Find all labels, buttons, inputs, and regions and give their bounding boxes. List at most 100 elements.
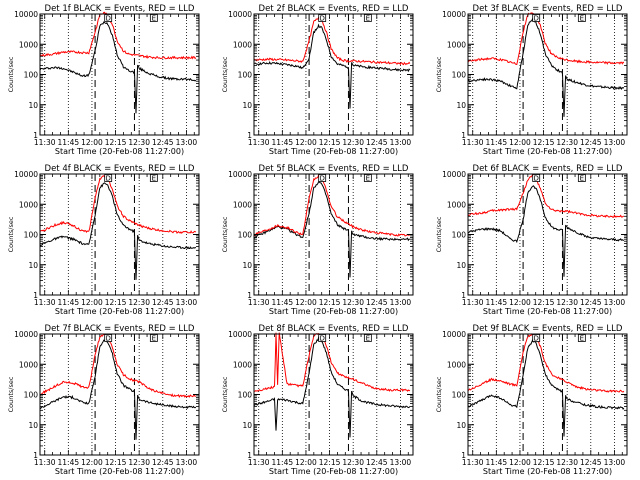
flag-e-label: E — [152, 15, 156, 23]
panel-7: 1 10 100 1000 10000 11:30 11:45 12:00 12:15 12:30… — [7, 324, 200, 476]
series-lld — [254, 332, 411, 392]
flag-box — [363, 14, 372, 22]
x-tick-label: 13:00 — [390, 138, 412, 147]
y-tick-label: 10 — [28, 101, 38, 110]
x-tick-label: 12:00 — [295, 138, 317, 147]
y-tick-label: 1 — [247, 291, 252, 300]
y-axis-label: Counts/sec — [435, 216, 443, 252]
y-tick-label: 100 — [24, 71, 39, 80]
series-lld — [467, 12, 625, 66]
axes-frame — [39, 173, 200, 296]
series-lld — [253, 174, 411, 237]
x-tick-label: 11:30 — [34, 138, 56, 147]
y-tick-label: 10 — [242, 101, 252, 110]
flag-e-label: E — [152, 335, 156, 343]
y-tick-label: 10000 — [442, 10, 466, 19]
flag-box — [318, 174, 327, 182]
flag-box — [104, 334, 113, 342]
flag-box — [318, 334, 327, 342]
y-axis-label: Counts/sec — [435, 56, 443, 92]
series-lld — [39, 333, 197, 398]
y-tick-label: 10000 — [14, 170, 38, 179]
series-events — [467, 17, 625, 117]
x-tick-label: 11:30 — [248, 138, 270, 147]
axes-frame — [467, 173, 628, 296]
y-tick-label: 1000 — [447, 360, 466, 369]
y-tick-label: 100 — [24, 391, 39, 400]
y-tick-label: 100 — [452, 231, 467, 240]
axes-frame — [253, 333, 414, 456]
y-tick-label: 10000 — [14, 10, 38, 19]
x-axis-label: Start Time (20-Feb-08 11:27:00) — [55, 467, 184, 476]
y-tick-label: 1000 — [233, 200, 252, 209]
series-events — [253, 336, 411, 438]
series-events — [39, 182, 197, 280]
x-tick-label: 12:45 — [152, 138, 174, 147]
y-tick-label: 100 — [452, 71, 467, 80]
y-tick-label: 10 — [242, 421, 252, 430]
x-tick-label: 12:00 — [295, 458, 317, 467]
x-tick-label: 11:30 — [248, 458, 270, 467]
x-tick-label: 11:45 — [486, 298, 508, 307]
x-axis-label: Start Time (20-Feb-08 11:27:00) — [55, 307, 184, 316]
x-tick-label: 12:30 — [556, 298, 578, 307]
x-tick-label: 11:30 — [462, 458, 484, 467]
flag-e-label: E — [366, 335, 370, 343]
panel-9: 1 10 100 1000 10000 11:30 11:45 12:00 12:15 12:30… — [435, 324, 628, 476]
flag-d-label: D — [105, 175, 110, 183]
series-events — [253, 23, 411, 109]
y-tick-label: 10000 — [228, 170, 252, 179]
y-tick-label: 1 — [461, 451, 466, 460]
x-tick-label: 12:45 — [580, 138, 602, 147]
y-axis-label: Counts/sec — [435, 376, 443, 412]
y-axis-label: Counts/sec — [7, 376, 15, 412]
flag-box — [363, 334, 372, 342]
series-lld — [467, 333, 625, 393]
y-tick-label: 1000 — [233, 40, 252, 49]
y-axis-label: Counts/sec — [7, 56, 15, 92]
flag-d-label: D — [105, 335, 110, 343]
x-tick-label: 11:45 — [272, 138, 294, 147]
y-tick-label: 100 — [238, 231, 253, 240]
x-tick-label: 11:45 — [486, 458, 508, 467]
flag-d-label: D — [533, 175, 538, 183]
series-events — [39, 21, 197, 114]
x-tick-label: 12:30 — [342, 298, 364, 307]
y-tick-label: 1 — [461, 291, 466, 300]
series-lld — [39, 175, 197, 234]
panel-5: 1 10 100 1000 10000 11:30 11:45 12:00 12:15 12:30… — [221, 164, 414, 316]
flag-box — [577, 14, 586, 22]
series-events — [467, 339, 625, 437]
x-tick-label: 13:00 — [390, 458, 412, 467]
axes-frame — [253, 13, 414, 136]
y-tick-label: 10000 — [14, 330, 38, 339]
flag-e-label: E — [366, 15, 370, 23]
flag-box — [532, 334, 541, 342]
panel-title: Det 9f BLACK = Events, RED = LLD — [473, 324, 623, 334]
x-tick-label: 12:30 — [556, 138, 578, 147]
flag-e-label: E — [152, 175, 156, 183]
x-tick-label: 12:00 — [81, 458, 103, 467]
y-tick-label: 10 — [456, 101, 466, 110]
y-tick-label: 10 — [456, 261, 466, 270]
flag-e-label: E — [366, 175, 370, 183]
axes-frame — [467, 333, 628, 456]
x-tick-label: 12:45 — [152, 458, 174, 467]
x-tick-label: 12:30 — [556, 458, 578, 467]
x-axis-label: Start Time (20-Feb-08 11:27:00) — [483, 147, 612, 156]
flag-box — [149, 14, 158, 22]
y-tick-label: 1000 — [447, 40, 466, 49]
x-tick-label: 12:15 — [319, 138, 341, 147]
x-axis-label: Start Time (20-Feb-08 11:27:00) — [269, 147, 398, 156]
y-tick-label: 1 — [461, 131, 466, 140]
y-tick-label: 1 — [33, 291, 38, 300]
flag-box — [149, 174, 158, 182]
flag-e-label: E — [580, 175, 584, 183]
y-tick-label: 100 — [24, 231, 39, 240]
panel-title: Det 3f BLACK = Events, RED = LLD — [473, 4, 623, 14]
panel-2: 1 10 100 1000 10000 11:30 11:45 12:00 12:15 12:30… — [221, 4, 414, 156]
x-tick-label: 11:45 — [58, 138, 80, 147]
x-tick-label: 12:30 — [128, 138, 150, 147]
y-tick-label: 100 — [452, 391, 467, 400]
